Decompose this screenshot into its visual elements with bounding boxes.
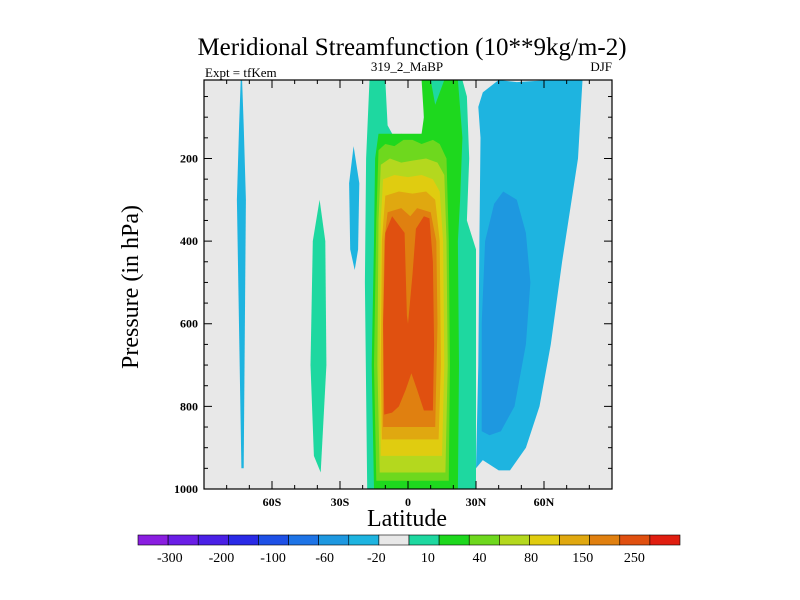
period-label: 319_2_MaBP <box>371 59 443 74</box>
chart-title: Meridional Streamfunction (10**9kg/m-2) <box>197 34 626 61</box>
y-tick-label: 400 <box>180 234 198 248</box>
axes: 60S 30S 0 30N 60N 200 400 600 800 1000 <box>174 79 613 509</box>
colorbar: -300 -200 -100 -60 -20 10 40 80 150 250 <box>137 534 681 566</box>
x-tick-label: 30S <box>331 495 350 509</box>
colorbar-label: -20 <box>367 551 386 566</box>
season-label: DJF <box>590 59 612 74</box>
colorbar-swatch <box>589 534 621 546</box>
colorbar-label: -60 <box>315 551 334 566</box>
colorbar-swatch <box>378 534 410 546</box>
colorbar-swatch <box>318 534 350 546</box>
colorbar-swatch <box>468 534 500 546</box>
y-tick-label: 800 <box>180 399 198 413</box>
x-tick-label: 30N <box>466 495 487 509</box>
colorbar-label: 40 <box>473 551 487 566</box>
x-tick-label: 60N <box>534 495 555 509</box>
colorbar-label: -100 <box>260 551 286 566</box>
x-tick-label: 0 <box>405 495 411 509</box>
colorbar-swatch <box>649 534 681 546</box>
experiment-label: Expt = tfKem <box>205 65 277 80</box>
colorbar-swatch <box>408 534 440 546</box>
colorbar-label: 80 <box>524 551 538 566</box>
colorbar-swatch <box>137 534 169 546</box>
colorbar-swatch <box>167 534 199 546</box>
x-tick-label: 60S <box>263 495 282 509</box>
y-tick-label: 200 <box>180 151 198 165</box>
y-tick-label: 600 <box>180 317 198 331</box>
colorbar-label: 10 <box>421 551 435 566</box>
colorbar-swatch <box>619 534 651 546</box>
colorbar-label: -200 <box>209 551 235 566</box>
contour-region-1 <box>349 146 360 270</box>
colorbar-swatch <box>529 534 560 546</box>
colorbar-swatch <box>288 534 319 546</box>
colorbar-label: -300 <box>157 551 183 566</box>
colorbar-swatch <box>228 534 259 546</box>
y-tick-label: 1000 <box>174 482 198 496</box>
colorbar-swatch <box>197 534 229 546</box>
colorbar-label: 250 <box>624 551 645 566</box>
x-axis-label: Latitude <box>367 506 447 532</box>
colorbar-label: 150 <box>572 551 593 566</box>
contour-region-3 <box>481 191 531 436</box>
contour-fills <box>236 80 583 489</box>
contour-region-4 <box>310 199 327 473</box>
colorbar-swatch <box>258 534 289 546</box>
contour-region-12 <box>383 216 435 415</box>
contour-region-0 <box>236 80 246 469</box>
colorbar-swatch <box>559 534 590 546</box>
y-axis-label: Pressure (in hPa) <box>118 205 144 369</box>
colorbar-swatch <box>438 534 470 546</box>
colorbar-swatch <box>348 534 380 546</box>
colorbar-swatch <box>499 534 530 546</box>
